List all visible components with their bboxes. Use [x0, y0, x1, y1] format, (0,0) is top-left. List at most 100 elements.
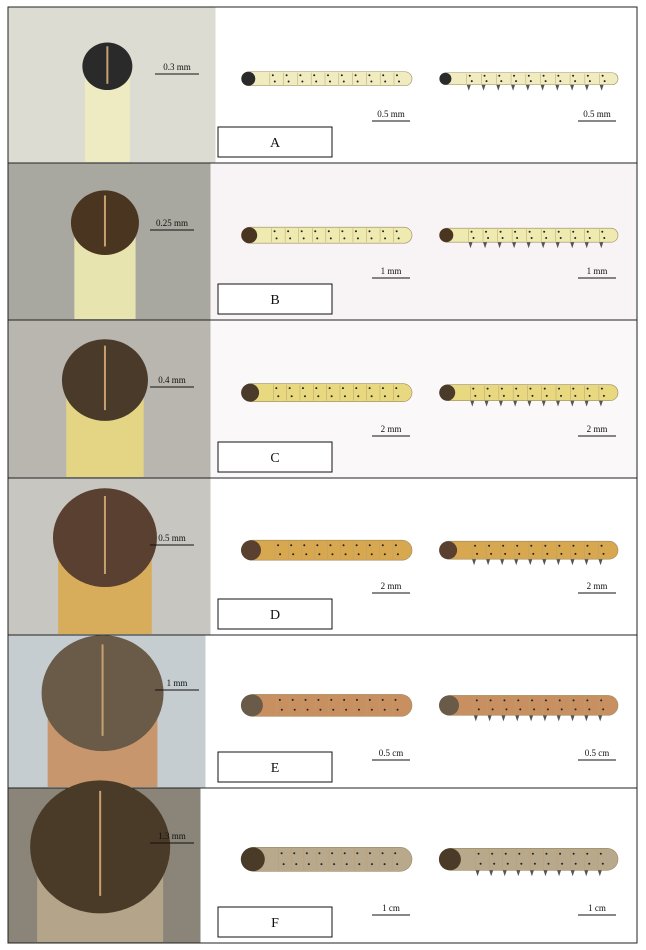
spot: [313, 74, 316, 77]
spot: [287, 80, 290, 83]
spot: [327, 230, 330, 233]
spot: [558, 387, 561, 390]
proleg: [526, 242, 531, 249]
spot: [383, 553, 386, 556]
spot: [602, 708, 605, 711]
spot: [560, 394, 563, 397]
spot: [503, 699, 506, 702]
spot: [516, 237, 519, 240]
spot: [398, 80, 400, 83]
proleg: [555, 84, 560, 91]
spot: [381, 544, 384, 547]
spot: [290, 544, 293, 547]
proleg: [584, 715, 589, 722]
proleg: [466, 84, 471, 91]
spot: [397, 395, 400, 398]
scale-label: 1 mm: [587, 266, 608, 276]
spot: [292, 553, 295, 556]
spot: [329, 80, 331, 83]
spot: [518, 852, 521, 855]
proleg: [470, 400, 475, 407]
proleg: [528, 559, 533, 566]
proleg: [584, 84, 589, 91]
spot: [344, 553, 347, 556]
panel-letter: A: [270, 136, 281, 151]
spot: [302, 237, 305, 240]
larva: [439, 72, 619, 91]
larva-body: [439, 227, 619, 243]
spot: [601, 862, 604, 865]
proleg: [512, 242, 517, 249]
panel-letter: F: [271, 916, 279, 931]
spot: [601, 74, 604, 77]
spot: [315, 387, 318, 390]
spot: [532, 552, 535, 555]
spot: [474, 544, 477, 547]
spot: [275, 387, 278, 390]
larva: [439, 695, 619, 722]
spot: [600, 387, 603, 390]
spot: [530, 544, 533, 547]
proleg: [597, 870, 602, 877]
proleg: [515, 715, 520, 722]
spot: [394, 544, 397, 547]
spot: [572, 230, 575, 233]
spot: [599, 852, 602, 855]
spot: [470, 80, 473, 83]
spot: [505, 708, 508, 711]
larva: [241, 71, 413, 87]
spot: [358, 863, 361, 866]
spot: [330, 698, 333, 701]
spot: [318, 553, 321, 556]
spot: [531, 394, 534, 397]
proleg: [483, 242, 488, 249]
spot: [517, 699, 520, 702]
spot: [356, 80, 359, 83]
scale-label: 0.5 cm: [379, 748, 404, 758]
larva-body: [241, 539, 413, 561]
spot: [383, 708, 386, 711]
spot: [368, 852, 371, 855]
larva-head: [241, 540, 261, 561]
spot: [544, 699, 547, 702]
scale-label: 0.5 cm: [585, 748, 610, 758]
larva-body: [241, 694, 413, 717]
spot: [557, 230, 560, 233]
larva-head: [240, 694, 263, 717]
spot: [396, 553, 399, 556]
proleg: [584, 559, 589, 566]
larva-head: [241, 71, 256, 86]
scale-label: 1 mm: [381, 266, 402, 276]
spot: [319, 708, 322, 711]
spot: [355, 387, 358, 390]
spot: [340, 74, 343, 77]
spot: [513, 74, 516, 77]
spot: [559, 852, 562, 855]
spot: [354, 74, 357, 77]
spot: [588, 237, 591, 240]
spot: [557, 74, 560, 77]
larva: [241, 226, 413, 244]
proleg: [599, 84, 604, 91]
spot: [485, 230, 488, 233]
spot: [381, 852, 384, 855]
spot: [341, 387, 344, 390]
spot: [273, 80, 276, 83]
panel-letter: C: [270, 451, 279, 466]
larva-head: [438, 848, 461, 871]
label-box: [217, 283, 333, 315]
proleg: [584, 870, 589, 877]
spot: [397, 237, 400, 240]
proleg: [489, 870, 494, 877]
spot: [343, 395, 346, 398]
spot: [485, 80, 488, 83]
spot: [303, 395, 306, 398]
spot: [545, 394, 548, 397]
larva: [241, 383, 413, 402]
spot: [586, 230, 589, 233]
proleg: [468, 242, 473, 249]
spot: [560, 552, 563, 555]
spot: [516, 544, 519, 547]
spot: [329, 237, 332, 240]
